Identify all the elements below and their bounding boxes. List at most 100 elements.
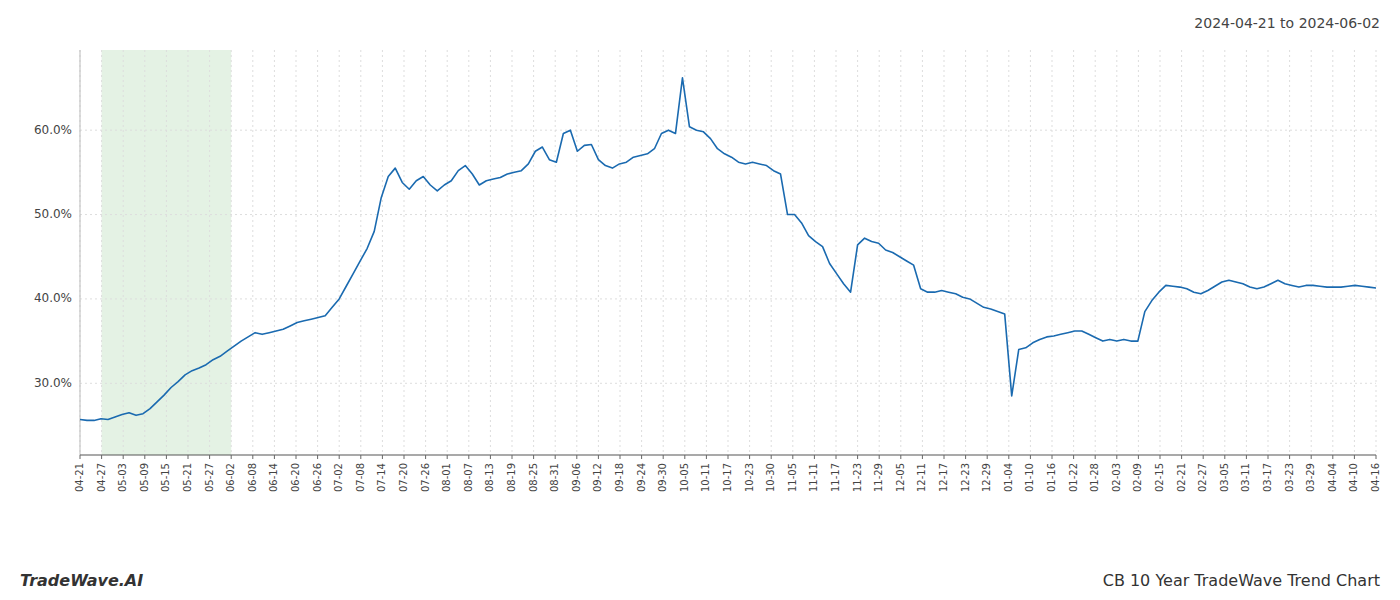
x-tick [1224, 455, 1225, 459]
x-tick-label: 06-08 [247, 463, 258, 492]
x-grid-line [1246, 50, 1247, 455]
y-tick-label: 60.0% [34, 123, 72, 137]
x-tick [684, 455, 685, 459]
x-tick-label: 01-10 [1024, 463, 1035, 492]
x-grid-line [166, 50, 167, 455]
x-tick [728, 455, 729, 459]
footer-right: CB 10 Year TradeWave Trend Chart [1103, 571, 1380, 590]
grid [80, 50, 1376, 455]
x-tick [1030, 455, 1031, 459]
x-tick-label: 11-05 [787, 463, 798, 492]
x-tick [900, 455, 901, 459]
y-grid-line [80, 298, 1376, 299]
x-grid-line [1289, 50, 1290, 455]
x-tick-label: 12-17 [938, 463, 949, 492]
x-grid-line [1073, 50, 1074, 455]
x-grid-line [317, 50, 318, 455]
x-tick [101, 455, 102, 459]
x-tick [1052, 455, 1053, 459]
x-tick [490, 455, 491, 459]
x-grid-line [447, 50, 448, 455]
x-tick-label: 02-09 [1132, 463, 1143, 492]
x-grid-line [620, 50, 621, 455]
x-grid-line [771, 50, 772, 455]
x-tick-label: 10-30 [765, 463, 776, 492]
x-tick-label: 05-21 [182, 463, 193, 492]
x-grid-line [728, 50, 729, 455]
x-tick [1116, 455, 1117, 459]
x-grid-line [274, 50, 275, 455]
x-tick-label: 09-30 [657, 463, 668, 492]
x-tick-label: 11-23 [852, 463, 863, 492]
x-grid-line [101, 50, 102, 455]
x-tick-label: 05-27 [204, 463, 215, 492]
x-tick [965, 455, 966, 459]
x-grid-line [944, 50, 945, 455]
x-tick-label: 02-21 [1176, 463, 1187, 492]
x-grid-line [1052, 50, 1053, 455]
x-grid-line [1008, 50, 1009, 455]
x-tick [166, 455, 167, 459]
x-tick-label: 06-26 [312, 463, 323, 492]
x-grid-line [1138, 50, 1139, 455]
x-grid-line [641, 50, 642, 455]
footer-left: TradeWave.AI [20, 571, 143, 590]
x-grid-line [879, 50, 880, 455]
x-grid-line [965, 50, 966, 455]
x-grid-line [404, 50, 405, 455]
x-grid-line [360, 50, 361, 455]
x-tick [123, 455, 124, 459]
x-tick [1246, 455, 1247, 459]
x-tick-label: 02-15 [1154, 463, 1165, 492]
x-tick-label: 09-06 [571, 463, 582, 492]
x-tick [252, 455, 253, 459]
x-tick-label: 12-23 [960, 463, 971, 492]
x-grid-line [900, 50, 901, 455]
x-tick [533, 455, 534, 459]
y-tick-label: 50.0% [34, 207, 72, 221]
chart-svg: 30.0%40.0%50.0%60.0%04-2104-2705-0305-09… [0, 0, 1400, 600]
x-tick-label: 10-23 [744, 463, 755, 492]
x-tick [1289, 455, 1290, 459]
x-tick [706, 455, 707, 459]
x-tick-label: 07-08 [355, 463, 366, 492]
x-tick [987, 455, 988, 459]
x-tick [360, 455, 361, 459]
x-tick-label: 07-26 [420, 463, 431, 492]
x-tick-label: 02-03 [1111, 463, 1122, 492]
y-tick-label: 40.0% [34, 291, 72, 305]
x-tick [663, 455, 664, 459]
x-tick [296, 455, 297, 459]
x-grid-line [792, 50, 793, 455]
x-tick [922, 455, 923, 459]
shaded-region [102, 50, 232, 455]
x-tick [1138, 455, 1139, 459]
x-tick [447, 455, 448, 459]
x-tick [382, 455, 383, 459]
x-tick [1160, 455, 1161, 459]
x-tick [231, 455, 232, 459]
x-tick [944, 455, 945, 459]
x-grid-line [1224, 50, 1225, 455]
x-tick-label: 04-10 [1348, 463, 1359, 492]
y-grid-line [80, 214, 1376, 215]
x-grid-line [123, 50, 124, 455]
x-grid-line [555, 50, 556, 455]
x-grid-line [1030, 50, 1031, 455]
x-grid-line [339, 50, 340, 455]
y-tick-label: 30.0% [34, 376, 72, 390]
x-grid-line [814, 50, 815, 455]
x-tick [836, 455, 837, 459]
x-grid-line [1095, 50, 1096, 455]
x-tick-label: 10-11 [700, 463, 711, 492]
title: 2024-04-21 to 2024-06-02 [1194, 15, 1380, 31]
x-tick-label: 07-02 [333, 463, 344, 492]
x-grid-line [1181, 50, 1182, 455]
x-grid-line [1354, 50, 1355, 455]
x-tick [512, 455, 513, 459]
x-tick [209, 455, 210, 459]
x-axis: 04-2104-2705-0305-0905-1505-2105-2706-02… [74, 455, 1381, 492]
x-grid-line [468, 50, 469, 455]
x-tick-label: 04-21 [74, 463, 85, 492]
x-grid-line [1116, 50, 1117, 455]
